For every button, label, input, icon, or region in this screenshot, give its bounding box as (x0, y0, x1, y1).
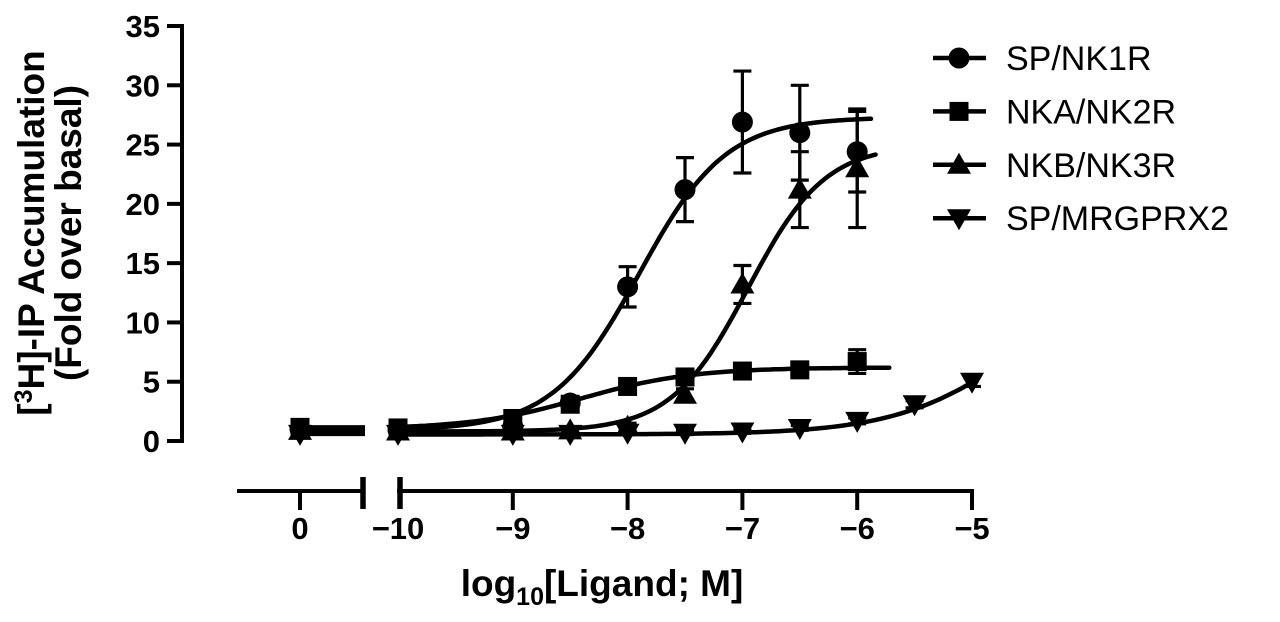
legend-label-sp-mrgprx2: SP/MRGPRX2 (1006, 200, 1229, 238)
fit-curve-nka-nk2r (395, 365, 892, 430)
x-tick-label: 0 (291, 511, 308, 546)
data-point-sp-mrgprx2 (730, 422, 755, 444)
error-bars-nka-nk2r (291, 348, 867, 432)
data-point-sp-mrgprx2 (845, 411, 870, 433)
x-tick-label: −9 (495, 511, 530, 546)
data-point-nkb-nk3r (673, 382, 697, 404)
data-point-nkb-nk3r (730, 272, 755, 294)
data-point-sp-mrgprx2 (386, 424, 410, 446)
x-tick-label: −8 (610, 511, 645, 546)
y-tick-label: 25 (126, 128, 160, 163)
data-points-sp-nk1r (289, 111, 868, 441)
data-point-sp-nk1r (674, 179, 696, 201)
error-bars-nkb-nk3r (291, 107, 867, 435)
legend: SP/NK1R NKA/NK2R NKB/NK3R SP/MRGPRX2 (933, 40, 1229, 238)
data-point-sp-mrgprx2 (787, 418, 812, 440)
data-point-sp-mrgprx2 (902, 395, 927, 417)
data-point-nka-nk2r (732, 361, 752, 381)
legend-item-nka-nk2r: NKA/NK2R (933, 93, 1176, 131)
x-tick-label: −6 (840, 511, 875, 546)
legend-marker-nka-nk2r (949, 101, 969, 121)
y-tick-label: 10 (126, 305, 160, 340)
x-axis-title: log10[Ligand; M] (461, 563, 744, 611)
fit-curve-nkb-nk3r (395, 152, 878, 434)
series-sp-nk1r (296, 116, 874, 432)
data-point-sp-mrgprx2 (558, 424, 583, 446)
legend-label-nka-nk2r: NKA/NK2R (1006, 93, 1176, 131)
data-point-nka-nk2r (618, 376, 638, 396)
series-nkb-nk3r (296, 152, 878, 434)
legend-label-nkb-nk3r: NKB/NK3R (1006, 147, 1176, 185)
data-point-nka-nk2r (675, 367, 695, 387)
data-point-nka-nk2r (790, 360, 810, 380)
y-tick-label: 5 (143, 365, 160, 400)
data-point-sp-nk1r (789, 122, 811, 144)
error-bars-sp-nk1r (291, 69, 867, 434)
y-axis-title-line1: [3H]-IP Accumulation (10, 50, 52, 415)
y-tick-label: 15 (126, 246, 160, 281)
y-tick-label: 30 (126, 68, 160, 103)
y-axis-title-line2: (Fold over basal) (48, 85, 89, 381)
data-point-sp-mrgprx2 (288, 424, 312, 446)
y-tick-label: 0 (143, 424, 160, 459)
legend-marker-nkb-nk3r (947, 152, 971, 174)
data-point-sp-mrgprx2 (500, 424, 525, 446)
data-point-nka-nk2r (847, 352, 867, 372)
data-point-nkb-nk3r (845, 156, 870, 178)
data-point-nka-nk2r (560, 394, 580, 414)
x-tick-label: −5 (954, 511, 989, 546)
legend-item-sp-mrgprx2: SP/MRGPRX2 (933, 200, 1229, 238)
data-point-nka-nk2r (503, 408, 523, 428)
y-tick-label: 35 (126, 9, 160, 44)
data-point-sp-nk1r (846, 141, 868, 163)
data-points-sp-mrgprx2 (288, 372, 984, 446)
data-point-sp-mrgprx2 (615, 423, 640, 445)
x-axis: 0 −10 −9 −8 −7 −6 −5 log10[Ligand; M] (237, 477, 990, 611)
data-point-sp-nk1r (617, 276, 639, 298)
legend-marker-sp-mrgprx2 (947, 209, 971, 231)
x-tick-label: −10 (372, 511, 425, 546)
legend-item-nkb-nk3r: NKB/NK3R (933, 147, 1176, 185)
legend-item-sp-nk1r: SP/NK1R (933, 40, 1152, 78)
y-tick-label: 20 (126, 187, 160, 222)
legend-marker-sp-nk1r (948, 47, 970, 69)
x-tick-label: −7 (725, 511, 760, 546)
legend-label-sp-nk1r: SP/NK1R (1006, 40, 1152, 78)
data-point-sp-mrgprx2 (960, 372, 984, 394)
data-point-sp-nk1r (731, 111, 753, 133)
y-axis: 0 5 10 15 20 25 30 35 [3H]-IP Accumulation(Fold … (10, 9, 184, 459)
data-point-nkb-nk3r (787, 177, 812, 199)
data-point-sp-mrgprx2 (673, 423, 697, 445)
